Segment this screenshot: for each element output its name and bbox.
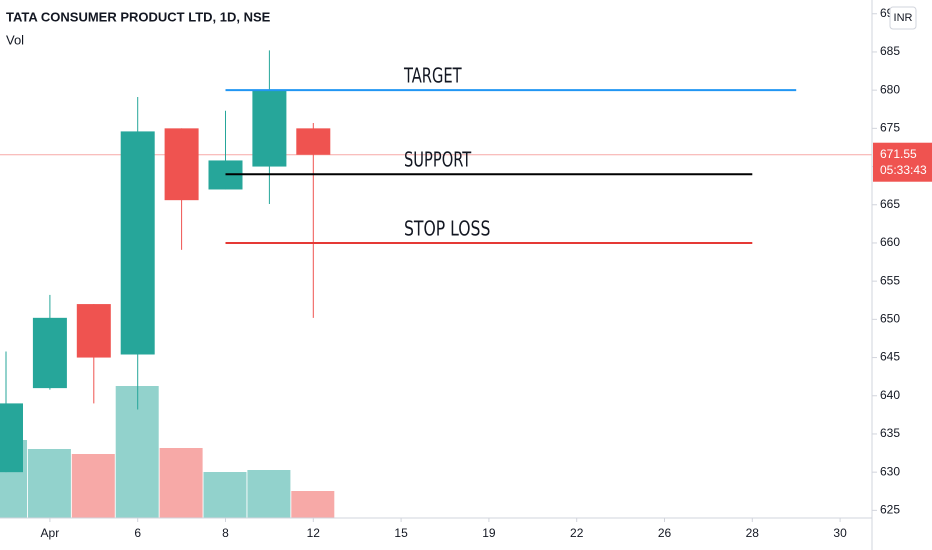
y-tick-label: 665 <box>880 197 900 211</box>
x-tick-label: 26 <box>658 526 672 540</box>
y-tick-label: 660 <box>880 235 900 249</box>
level-label: STOP LOSS <box>404 216 490 240</box>
y-tick-label: 630 <box>880 464 900 478</box>
chart-title: TATA CONSUMER PRODUCT LTD, 1D, NSE <box>6 9 271 24</box>
x-tick-label: Apr <box>41 526 60 540</box>
candle-body <box>32 317 67 389</box>
y-tick-label: 685 <box>880 44 900 58</box>
volume-label: Vol <box>6 32 24 47</box>
y-tick-label: 650 <box>880 312 900 326</box>
volume-bar <box>203 472 247 518</box>
plot-area: TARGET SUPPORT STOP LOSS <box>0 50 872 518</box>
level-label: SUPPORT <box>404 148 472 172</box>
y-tick-label: 645 <box>880 350 900 364</box>
x-tick-label: 19 <box>482 526 496 540</box>
y-tick-label: 635 <box>880 426 900 440</box>
candle-body <box>76 304 111 358</box>
x-tick-label: 28 <box>746 526 760 540</box>
y-tick-label: 655 <box>880 273 900 287</box>
x-tick-label: 15 <box>394 526 408 540</box>
x-tick-label: 6 <box>134 526 141 540</box>
x-tick-label: 12 <box>307 526 321 540</box>
y-tick-label: 625 <box>880 503 900 517</box>
currency-label: INR <box>894 12 913 24</box>
volume-bar <box>27 449 71 518</box>
y-tick-label: 680 <box>880 82 900 96</box>
countdown-label: 05:33:43 <box>880 163 927 177</box>
candle-body <box>0 403 23 473</box>
currency-badge <box>889 6 917 30</box>
volume-bar <box>291 491 335 518</box>
last-price-badge <box>873 142 932 182</box>
volume-bar <box>247 470 291 518</box>
y-tick-label: 675 <box>880 121 900 135</box>
x-tick-label: 30 <box>833 526 847 540</box>
last-price-label: 671.55 <box>880 147 917 161</box>
y-tick-label: 640 <box>880 388 900 402</box>
candle-body <box>296 128 331 155</box>
candle-body <box>252 90 287 167</box>
level-label: TARGET <box>403 64 462 88</box>
x-tick-label: 22 <box>570 526 584 540</box>
candle-body <box>120 131 155 355</box>
candle-body <box>164 128 199 201</box>
x-tick-label: 8 <box>222 526 229 540</box>
volume-bar <box>71 454 115 518</box>
volume-bar <box>159 448 203 518</box>
